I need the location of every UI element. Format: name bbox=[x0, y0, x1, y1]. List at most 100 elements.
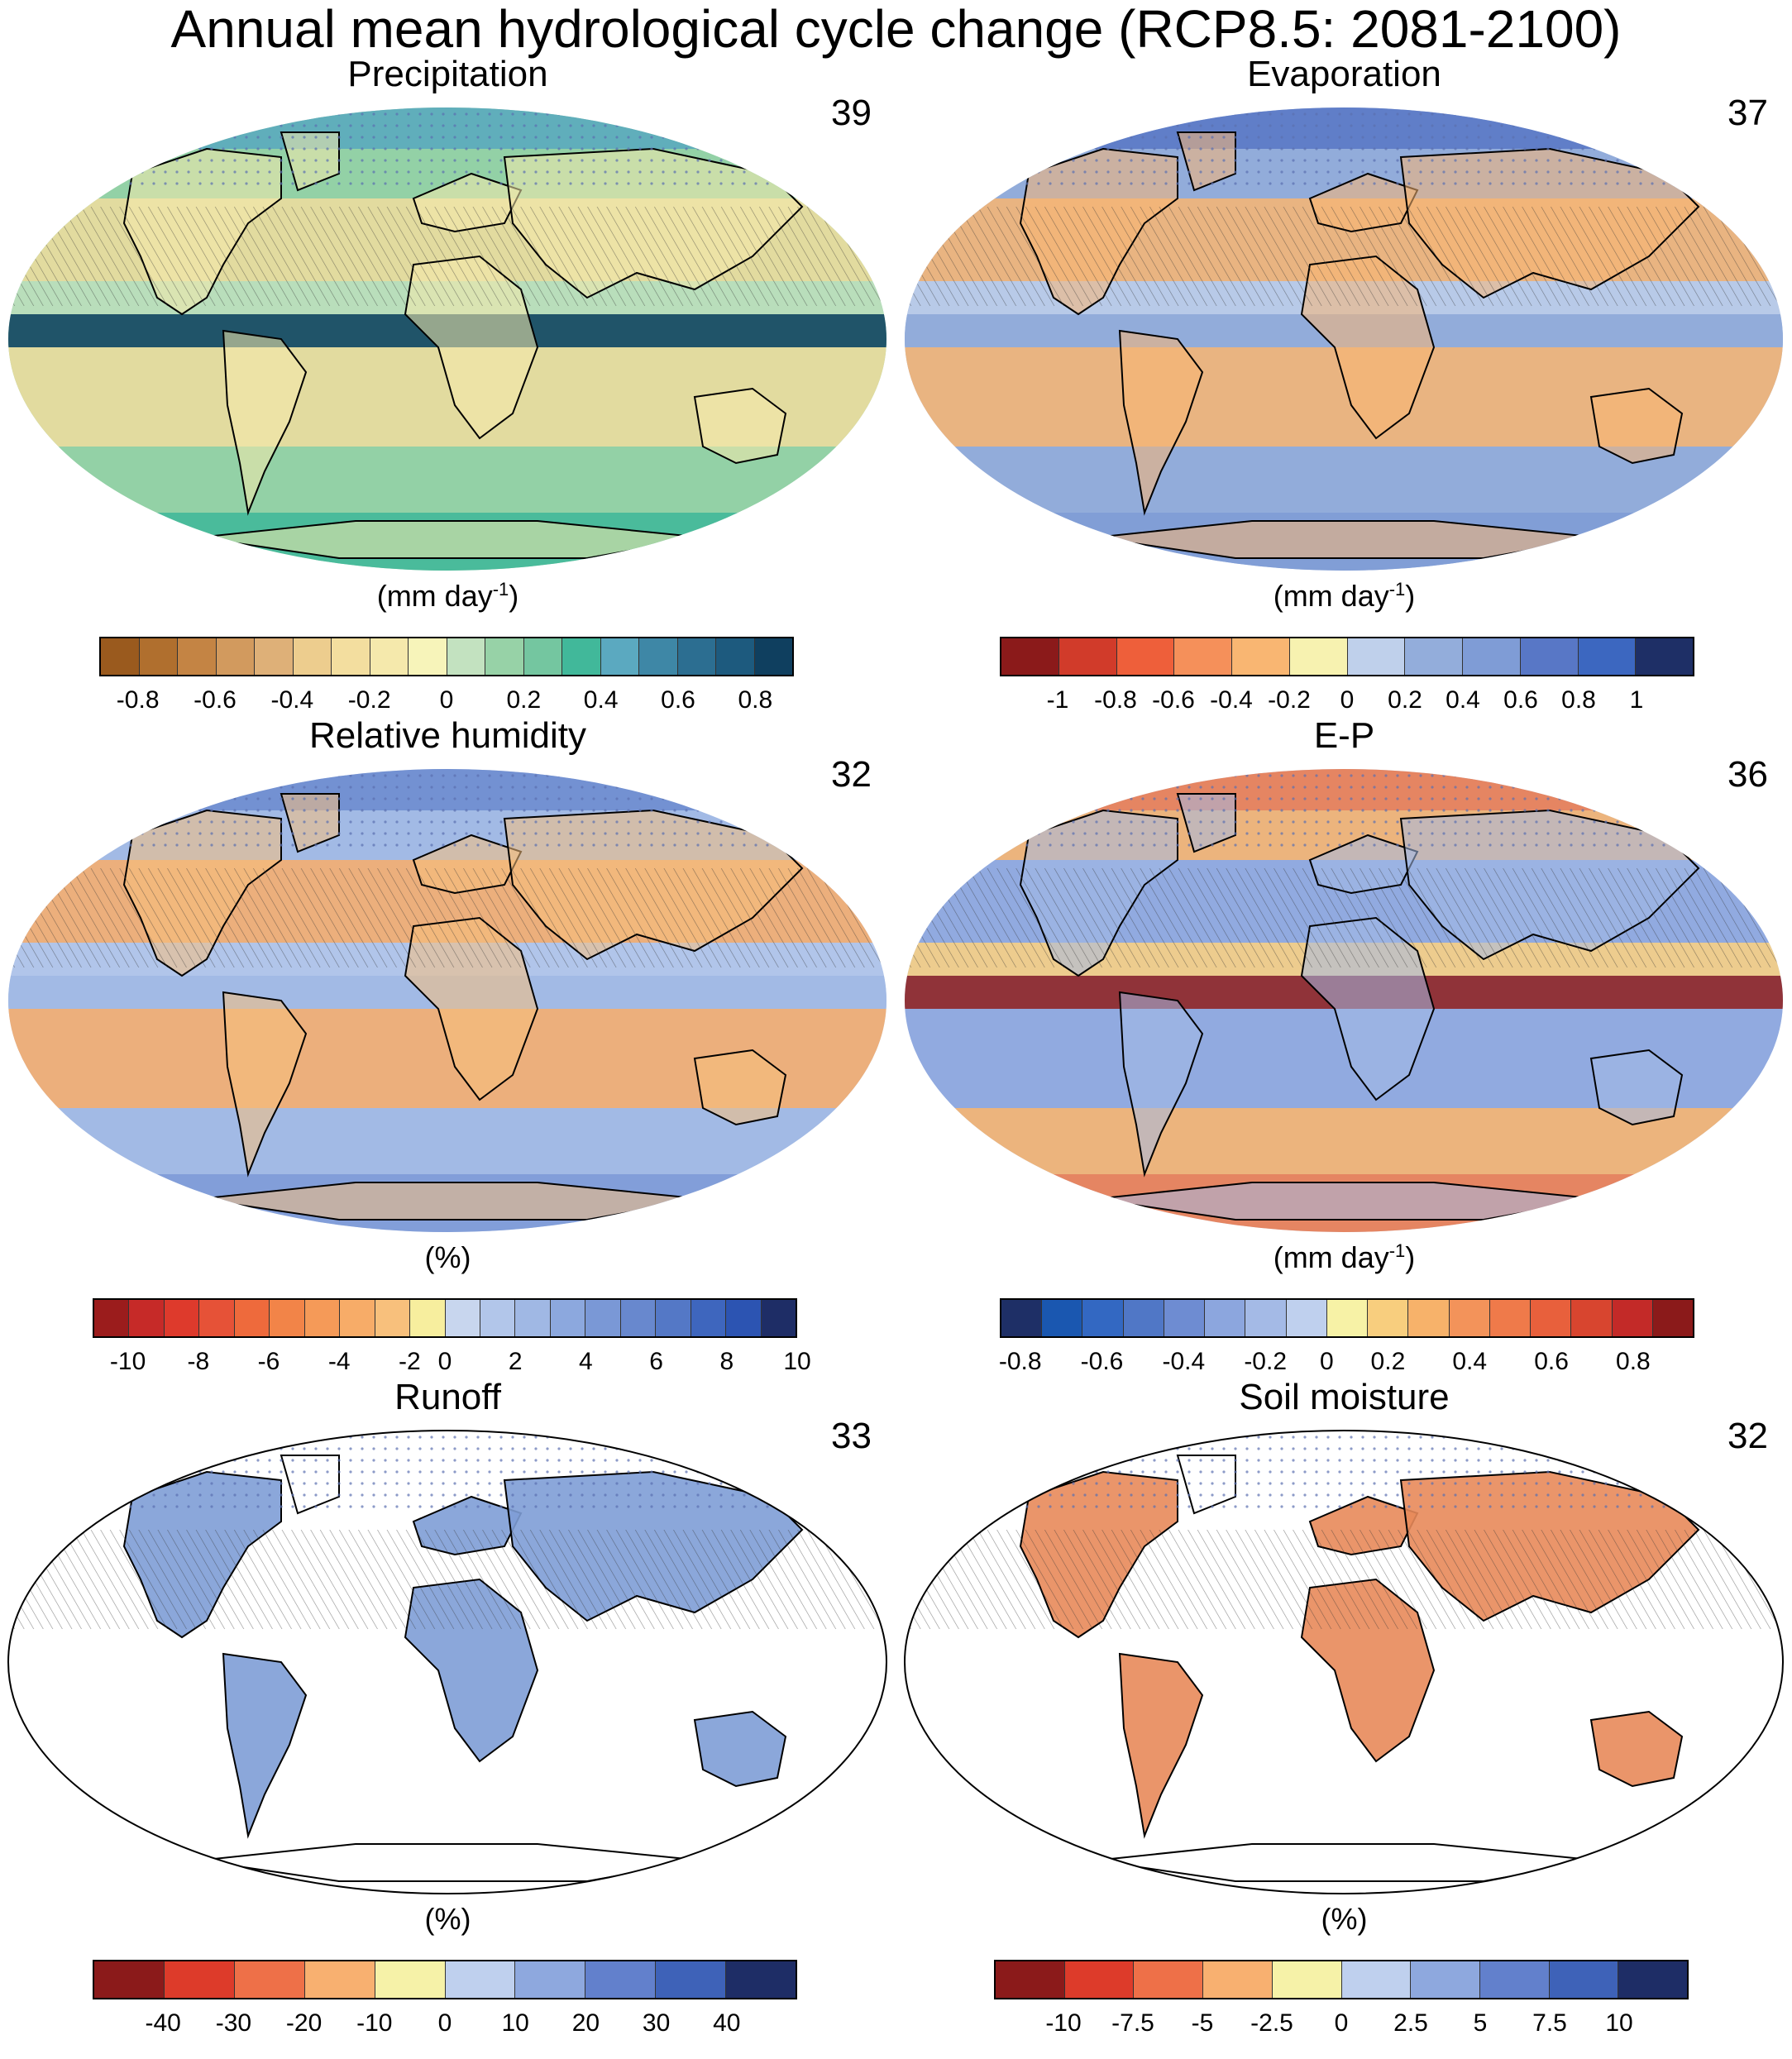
unit-label: (mm day-1) bbox=[0, 579, 896, 614]
colorbar bbox=[1000, 637, 1694, 676]
colorbar-ticks: -1 -0.8 -0.6 -0.4 -0.2 0 0.2 0.4 0.6 0.8 1 bbox=[1000, 686, 1694, 719]
continent-samerica bbox=[1118, 1652, 1204, 1839]
colorbar bbox=[1000, 1298, 1694, 1338]
unit-superscript: -1 bbox=[1388, 1240, 1406, 1261]
model-count: 33 bbox=[831, 1416, 872, 1456]
world-map bbox=[905, 107, 1783, 571]
unit-text: (%) bbox=[424, 1902, 471, 1936]
colorbar-swatch bbox=[1203, 1961, 1273, 1998]
continent-samerica bbox=[222, 329, 308, 516]
colorbar-swatch bbox=[1134, 1961, 1204, 1998]
colorbar-swatch bbox=[445, 1300, 480, 1336]
colorbar-swatch bbox=[550, 1300, 586, 1336]
hatching-overlay bbox=[8, 868, 886, 967]
colorbar-swatch bbox=[234, 1961, 305, 1998]
unit-label: (mm day-1) bbox=[896, 579, 1792, 614]
continent-australia bbox=[1589, 1710, 1684, 1788]
colorbar-tick-label: -2.5 bbox=[1250, 2009, 1293, 2037]
colorbar-tick-label: 0.8 bbox=[1561, 686, 1596, 714]
colorbar-swatch bbox=[585, 1961, 657, 1998]
colorbar bbox=[93, 1298, 797, 1338]
colorbar-swatch bbox=[1520, 638, 1579, 675]
colorbar-swatch bbox=[1272, 1961, 1342, 1998]
colorbar-tick-label: 0.4 bbox=[1446, 686, 1480, 714]
colorbar-tick-label: 0.2 bbox=[1370, 1348, 1406, 1375]
figure-title: Annual mean hydrological cycle change (R… bbox=[170, 0, 1622, 59]
colorbar-tick-label: -0.2 bbox=[347, 686, 391, 714]
panel-title: Soil moisture bbox=[1239, 1377, 1450, 1417]
colorbar-tick-label: 0.4 bbox=[583, 686, 619, 714]
colorbar-swatch bbox=[726, 1300, 762, 1336]
colorbar-swatch bbox=[199, 1300, 235, 1336]
colorbar bbox=[994, 1960, 1689, 1999]
colorbar-tick-label: -4 bbox=[327, 1348, 351, 1375]
colorbar-tick-label: 8 bbox=[719, 1348, 734, 1375]
colorbar-swatch bbox=[600, 638, 639, 675]
colorbar-tick-label: -40 bbox=[145, 2009, 181, 2037]
colorbar-tick-label: 5 bbox=[1473, 2009, 1488, 2037]
colorbar-tick-label: 0 bbox=[437, 2009, 452, 2037]
stippling-overlay bbox=[8, 107, 886, 190]
continent-samerica bbox=[222, 991, 308, 1178]
colorbar-swatch bbox=[1618, 1961, 1688, 1998]
colorbar-tick-label: -10 bbox=[1045, 2009, 1082, 2037]
colorbar-swatch bbox=[1578, 638, 1637, 675]
panel-soil-moisture: Soil moisture 32 (%) -10 -7.5 -5 -2.5 0 2.5 5 7.5 1… bbox=[896, 1373, 1792, 2042]
colorbar-tick-label: -0.4 bbox=[270, 686, 314, 714]
colorbar-swatch bbox=[1001, 1300, 1043, 1336]
colorbar-swatch bbox=[1082, 1300, 1124, 1336]
colorbar-tick-label: -0.2 bbox=[1268, 686, 1311, 714]
continent-australia bbox=[693, 1710, 787, 1788]
colorbar-ticks: -0.8 -0.6 -0.4 -0.2 0 0.2 0.4 0.6 0.8 bbox=[999, 1348, 1694, 1381]
colorbar-swatch bbox=[94, 1300, 130, 1336]
colorbar-swatch bbox=[1411, 1961, 1480, 1998]
world-map bbox=[7, 1430, 887, 1894]
colorbar-tick-label: 10 bbox=[1605, 2009, 1633, 2037]
panel-title: Precipitation bbox=[347, 54, 548, 94]
colorbar-swatch bbox=[1286, 1300, 1327, 1336]
colorbar-swatch bbox=[761, 1300, 796, 1336]
colorbar-swatch bbox=[129, 1300, 165, 1336]
colorbar-swatch bbox=[304, 1961, 375, 1998]
model-count: 32 bbox=[1727, 1416, 1768, 1456]
colorbar-swatch bbox=[304, 1300, 341, 1336]
model-count: 32 bbox=[831, 754, 872, 795]
colorbar-swatch bbox=[375, 1961, 446, 1998]
colorbar-swatch bbox=[270, 1300, 305, 1336]
colorbar-swatch bbox=[101, 638, 140, 675]
colorbar-tick-label: -0.8 bbox=[1094, 686, 1137, 714]
colorbar-tick-label: 0.2 bbox=[506, 686, 542, 714]
colorbar-tick-label: -1 bbox=[1046, 686, 1069, 714]
colorbar-swatch bbox=[480, 1300, 516, 1336]
colorbar-swatch bbox=[178, 638, 217, 675]
colorbar-swatch bbox=[620, 1300, 657, 1336]
colorbar-swatch bbox=[332, 638, 370, 675]
colorbar-swatch bbox=[1341, 1961, 1412, 1998]
colorbar-swatch bbox=[1245, 1300, 1287, 1336]
colorbar-ticks: -0.8 -0.6 -0.4 -0.2 0 0.2 0.4 0.6 0.8 bbox=[99, 686, 794, 719]
panel-relative-humidity: Relative humidity 32 (%) -10 -8 -6 -4 -2 0 2 4 6 8 10 bbox=[0, 711, 896, 1381]
colorbar-tick-label: 0.6 bbox=[1534, 1348, 1569, 1375]
colorbar-swatch bbox=[1531, 1300, 1572, 1336]
continent-australia bbox=[693, 1049, 787, 1126]
colorbar-swatch bbox=[410, 1300, 446, 1336]
colorbar-swatch bbox=[716, 638, 755, 675]
panel-title: Evaporation bbox=[1247, 54, 1441, 94]
colorbar-tick-label: 0 bbox=[437, 1348, 452, 1375]
unit-superscript: -1 bbox=[1388, 579, 1406, 600]
colorbar-swatch bbox=[562, 638, 601, 675]
colorbar-swatch bbox=[409, 638, 447, 675]
colorbar-tick-label: 0 bbox=[439, 686, 454, 714]
colorbar-tick-label: 2.5 bbox=[1393, 2009, 1428, 2037]
stippling-overlay bbox=[905, 107, 1783, 190]
hatching-overlay bbox=[905, 207, 1783, 306]
colorbar-tick-label: 0 bbox=[1319, 1348, 1334, 1375]
colorbar-tick-label: -0.4 bbox=[1210, 686, 1253, 714]
colorbar-swatch bbox=[1405, 638, 1463, 675]
colorbar-swatch bbox=[726, 1961, 796, 1998]
colorbar-swatch bbox=[164, 1300, 200, 1336]
colorbar-tick-label: -5 bbox=[1191, 2009, 1214, 2037]
colorbar-swatch bbox=[996, 1961, 1065, 1998]
colorbar-tick-label: -6 bbox=[257, 1348, 280, 1375]
colorbar-swatch bbox=[1326, 1300, 1369, 1336]
